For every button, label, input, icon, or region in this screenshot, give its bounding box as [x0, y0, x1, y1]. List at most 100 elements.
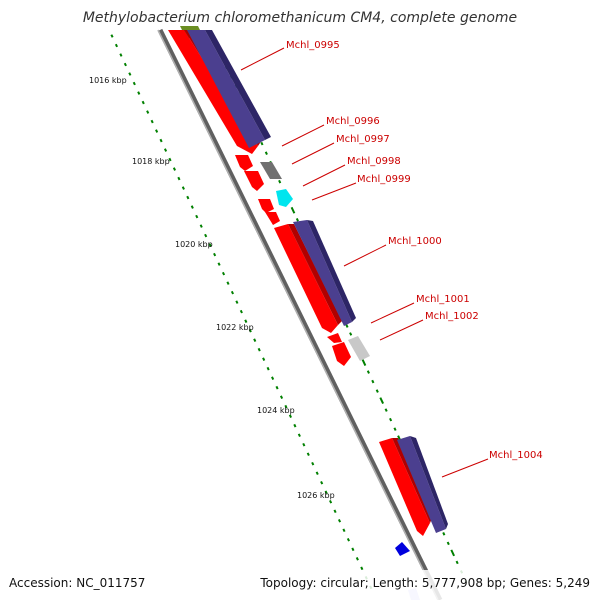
ruler-tick	[159, 138, 163, 143]
ruler-tick	[235, 300, 239, 304]
ruler-tick	[288, 414, 292, 418]
gene-mchl-0998[interactable]	[258, 199, 280, 225]
gene-features	[168, 30, 448, 600]
gene-mchl-1002[interactable]	[348, 336, 370, 361]
ruler-tick	[302, 442, 306, 447]
ruler-tick	[393, 427, 397, 431]
ruler-tick	[349, 332, 353, 336]
ruler-tick	[204, 233, 208, 238]
ruler-tick	[320, 480, 324, 485]
ruler-tick	[295, 218, 299, 222]
map-title: Methylobacterium chloromethanicum CM4, c…	[83, 10, 517, 26]
ruler-tick	[260, 141, 264, 146]
ruler-tick	[141, 100, 145, 105]
ruler-tick	[257, 347, 261, 352]
ruler-tick	[371, 379, 375, 384]
gene-mchl-1000[interactable]	[274, 220, 356, 333]
gene-label[interactable]: Mchl_0996	[326, 116, 380, 127]
ruler-tick	[172, 167, 176, 171]
ruler-tick	[271, 376, 275, 380]
ruler-tick	[146, 110, 150, 114]
ruler-tick	[379, 397, 385, 405]
ruler-tick	[181, 186, 185, 190]
ruler-tick	[384, 408, 388, 412]
ruler-tick	[150, 119, 154, 124]
ruler-tick	[244, 319, 248, 323]
ruler-tick	[329, 499, 333, 504]
axis-labels: 1016 kbp 1018 kbp 1020 kbp 1022 kbp 1024…	[89, 76, 335, 500]
ruler-tick	[199, 224, 203, 228]
gene-label[interactable]: Mchl_0995	[286, 40, 340, 51]
ruler-tick	[360, 566, 364, 571]
axis-label: 1026 kbp	[297, 491, 335, 500]
genome-backbone	[157, 28, 443, 600]
gene-label[interactable]: Mchl_1002	[425, 311, 479, 322]
ruler-tick	[264, 151, 268, 155]
ruler-tick	[346, 537, 350, 542]
ruler-tick	[213, 252, 217, 257]
ruler-tick	[128, 72, 132, 76]
gene-labels: Mchl_0995 Mchl_0996 Mchl_0997 Mchl_0998 …	[286, 40, 543, 461]
ruler-tick	[208, 243, 212, 247]
ruler-tick	[114, 43, 119, 48]
ruler-tick	[355, 557, 359, 561]
ruler-tick	[275, 385, 279, 390]
ruler-tick	[248, 328, 252, 333]
ruler-tick	[366, 370, 370, 374]
ruler-tick	[446, 541, 450, 546]
ruler-tick	[333, 509, 337, 514]
ruler-tick	[375, 389, 379, 393]
axis-label: 1016 kbp	[89, 76, 127, 85]
ruler-tick	[163, 148, 168, 152]
blue-marker[interactable]	[395, 542, 410, 556]
ruler-tick	[190, 205, 194, 209]
ruler-tick	[110, 34, 114, 38]
ruler-tick	[455, 560, 459, 565]
gene-label[interactable]: Mchl_0997	[336, 134, 390, 145]
gene-mchl-0996[interactable]	[235, 155, 253, 171]
label-leaders	[240, 47, 489, 478]
ruler-tick	[315, 471, 319, 476]
ruler-tick	[119, 53, 123, 57]
ruler-tick	[230, 290, 234, 295]
ruler-tick	[262, 357, 266, 361]
gene-label[interactable]: Mchl_0998	[347, 156, 401, 167]
ruler-tick	[226, 281, 230, 285]
ruler-tick	[123, 62, 127, 67]
ruler-tick	[217, 262, 221, 266]
gene-label[interactable]: Mchl_1001	[416, 294, 470, 305]
gene-label[interactable]: Mchl_0999	[357, 174, 411, 185]
gene-mchl-0999[interactable]	[276, 189, 293, 207]
axis-label: 1024 kbp	[257, 406, 295, 415]
ruler-tick	[324, 490, 328, 495]
gene-mchl-1001b[interactable]	[332, 342, 351, 366]
ruler-tick	[195, 214, 199, 219]
ruler-tick	[253, 338, 257, 342]
gene-mchl-1004[interactable]	[379, 436, 448, 536]
ruler-tick	[311, 461, 315, 466]
gene-label[interactable]: Mchl_1000	[388, 236, 442, 247]
axis-label: 1020 kbp	[175, 240, 213, 249]
ruler-tick	[337, 518, 342, 523]
gene-mchl-0997[interactable]	[260, 162, 282, 179]
gene-mchl-0995[interactable]	[168, 30, 271, 154]
gene-mchl-0996b[interactable]	[244, 171, 264, 191]
ruler-tick	[266, 366, 270, 371]
ruler-tick	[155, 129, 159, 133]
footer: Accession: NC_011757 Topology: circular;…	[0, 570, 600, 600]
ruler-tick	[361, 359, 367, 366]
ruler-tick	[137, 91, 141, 95]
accession-text: Accession: NC_011757	[9, 576, 145, 590]
ruler-tick	[442, 532, 446, 536]
ruler-tick	[278, 179, 282, 184]
ruler-tick	[168, 157, 172, 162]
topology-text: Topology: circular; Length: 5,777,908 bp…	[259, 576, 590, 590]
ruler-tick	[450, 549, 455, 557]
ruler-tick	[186, 195, 190, 200]
ruler-tick	[221, 271, 226, 276]
ruler-dots-left	[110, 34, 373, 590]
gene-mchl-1001[interactable]	[327, 333, 342, 343]
gene-label[interactable]: Mchl_1004	[489, 450, 543, 461]
ruler-tick	[177, 176, 181, 181]
